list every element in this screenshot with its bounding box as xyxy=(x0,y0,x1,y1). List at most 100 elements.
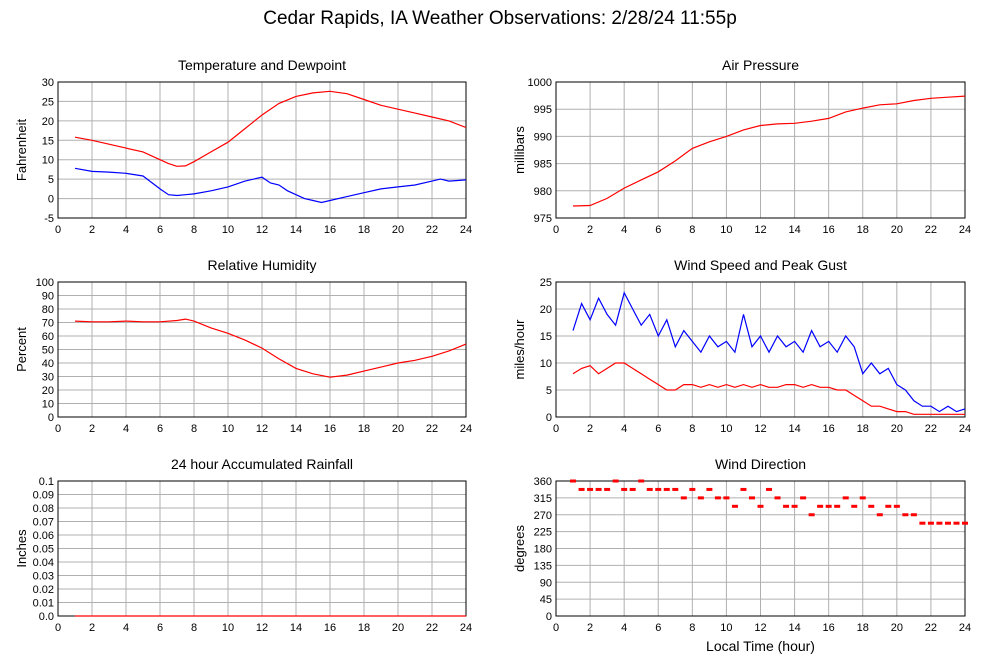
y-tick-label: 40 xyxy=(42,358,54,370)
y-tick-label: 25 xyxy=(540,277,552,289)
x-tick-label: 6 xyxy=(157,622,163,634)
x-tick-label: 24 xyxy=(460,224,472,236)
x-tick-label: 12 xyxy=(256,622,268,634)
x-tick-label: 4 xyxy=(621,224,627,236)
data-point xyxy=(910,513,917,517)
data-point xyxy=(962,521,968,525)
data-point xyxy=(655,487,662,491)
data-point xyxy=(859,496,866,500)
x-tick-label: 14 xyxy=(788,622,800,634)
y-tick-label: 30 xyxy=(42,77,54,89)
data-point xyxy=(604,487,611,491)
y-tick-label: 20 xyxy=(42,385,54,397)
chart-panel-1: 0 2 4 6 8 10 12 14 16 18 20 22 24-5051015202530Tempe… xyxy=(14,57,472,236)
data-point xyxy=(578,487,585,491)
x-tick-label: 10 xyxy=(720,224,732,236)
x-tick-label: 18 xyxy=(358,423,370,435)
y-tick-label: 990 xyxy=(534,131,552,143)
y-tick-label: -5 xyxy=(44,213,54,225)
data-point xyxy=(740,487,747,491)
y-tick-label: 45 xyxy=(540,594,552,606)
x-tick-label: 10 xyxy=(222,423,234,435)
x-tick-label: 20 xyxy=(392,423,404,435)
x-tick-label: 0 xyxy=(55,423,61,435)
x-tick-label: 12 xyxy=(754,224,766,236)
x-tick-label: 18 xyxy=(358,224,370,236)
data-point xyxy=(714,496,721,500)
x-tick-label: 20 xyxy=(392,622,404,634)
data-point xyxy=(621,487,628,491)
y-tick-label: 980 xyxy=(534,186,552,198)
x-tick-label: 22 xyxy=(426,622,438,634)
x-tick-label: 16 xyxy=(324,423,336,435)
y-tick-label: 0.04 xyxy=(33,557,54,569)
data-point xyxy=(927,521,934,525)
x-tick-label: 24 xyxy=(959,622,971,634)
y-tick-label: 0.09 xyxy=(33,490,54,502)
y-tick-label: 10 xyxy=(540,358,552,370)
y-tick-label: 0.08 xyxy=(33,503,54,515)
chart-panel-5: 0 2 4 6 8 10 12 14 16 18 20 22 240.00.010.020.030.04… xyxy=(14,456,472,634)
plot-frame xyxy=(555,81,966,219)
data-point xyxy=(748,496,755,500)
y-tick-label: 225 xyxy=(534,527,552,539)
y-tick-label: 0 xyxy=(48,412,54,424)
x-tick-label: 16 xyxy=(324,622,336,634)
x-tick-label: 4 xyxy=(621,622,627,634)
x-tick-label: 14 xyxy=(290,622,302,634)
chart-title: Wind Speed and Peak Gust xyxy=(674,257,847,273)
page-title: Cedar Rapids, IA Weather Observations: 2… xyxy=(263,8,737,29)
data-point xyxy=(825,504,832,508)
y-tick-label: 0.05 xyxy=(33,544,54,556)
data-point xyxy=(842,496,849,500)
x-tick-label: 0 xyxy=(553,622,559,634)
data-point xyxy=(680,496,687,500)
data-point xyxy=(689,487,696,491)
series-line-1 xyxy=(74,318,467,378)
plot-frame xyxy=(57,81,467,219)
x-tick-label: 16 xyxy=(823,423,835,435)
x-tick-label: 24 xyxy=(460,622,472,634)
x-tick-label: 16 xyxy=(823,224,835,236)
y-tick-label: 270 xyxy=(534,510,552,522)
x-tick-label: 18 xyxy=(358,622,370,634)
y-tick-label: 5 xyxy=(48,174,54,186)
y-axis-label: Fahrenheit xyxy=(14,119,29,182)
x-tick-label: 2 xyxy=(587,622,593,634)
x-tick-label: 14 xyxy=(788,224,800,236)
x-tick-label: 22 xyxy=(925,423,937,435)
x-tick-label: 2 xyxy=(89,224,95,236)
x-tick-label: 20 xyxy=(891,622,903,634)
data-point xyxy=(723,496,730,500)
y-tick-label: 0.1 xyxy=(39,476,54,488)
x-tick-label: 4 xyxy=(123,423,129,435)
data-point xyxy=(936,521,943,525)
x-tick-label: 6 xyxy=(655,224,661,236)
x-tick-label: 2 xyxy=(89,622,95,634)
y-tick-label: 50 xyxy=(42,345,54,357)
data-point xyxy=(774,496,781,500)
x-tick-label: 6 xyxy=(157,423,163,435)
data-point xyxy=(885,504,892,508)
y-tick-label: 10 xyxy=(42,399,54,411)
plot-frame xyxy=(57,281,467,418)
y-axis-label: Inches xyxy=(14,529,29,568)
data-point xyxy=(876,513,883,517)
y-tick-label: 0 xyxy=(48,194,54,206)
y-axis-label: millibars xyxy=(512,126,527,174)
x-tick-label: 8 xyxy=(191,622,197,634)
data-point xyxy=(868,504,875,508)
series-line-2 xyxy=(572,362,965,415)
data-point xyxy=(766,487,773,491)
x-tick-label: 10 xyxy=(222,622,234,634)
series-line-2 xyxy=(74,167,467,204)
x-tick-label: 12 xyxy=(256,224,268,236)
y-tick-label: 25 xyxy=(42,96,54,108)
data-point xyxy=(919,521,926,525)
y-tick-label: 0 xyxy=(546,412,552,424)
data-point xyxy=(902,513,909,517)
chart-title: 24 hour Accumulated Rainfall xyxy=(171,456,353,472)
data-point xyxy=(808,513,815,517)
chart-panel-2: 0 2 4 6 8 10 12 14 16 18 20 22 249759809859909951000… xyxy=(512,57,971,236)
